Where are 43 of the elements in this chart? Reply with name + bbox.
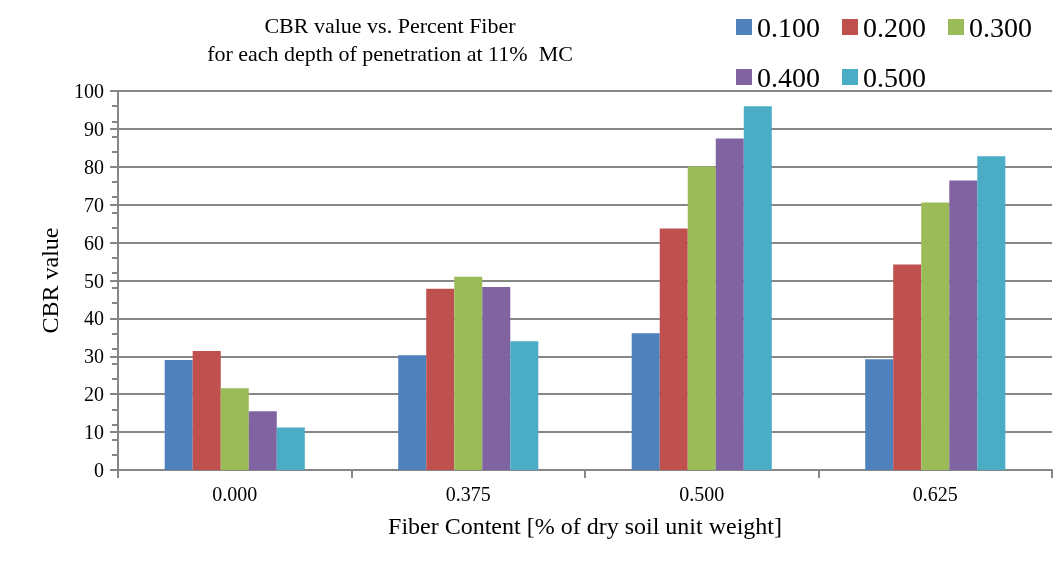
- bar: [977, 156, 1006, 470]
- bar: [715, 138, 744, 470]
- bar: [426, 288, 455, 470]
- y-tick-label: 80: [84, 155, 104, 178]
- y-tick-label: 40: [84, 307, 104, 330]
- bar: [687, 166, 716, 470]
- bar: [276, 427, 305, 470]
- chart-title: CBR value vs. Percent Fiber for each depth of penetration at 11% MC: [207, 12, 573, 66]
- bar: [220, 388, 249, 470]
- y-tick-label: 50: [84, 269, 104, 292]
- legend-label: 0.300: [969, 11, 1032, 43]
- bar: [482, 286, 511, 470]
- bar: [510, 341, 539, 470]
- x-tick-label: 0.000: [212, 483, 258, 505]
- bar: [398, 355, 427, 470]
- x-axis-title: Fiber Content [% of dry soil unit weight]: [388, 513, 782, 539]
- bar: [921, 202, 950, 470]
- y-tick-label: 0: [94, 459, 104, 481]
- y-tick-label: 10: [84, 421, 104, 444]
- legend-label: 0.100: [757, 11, 820, 43]
- y-tick-label: 90: [84, 117, 104, 140]
- x-tick-label: 0.625: [912, 483, 958, 505]
- bar: [164, 360, 193, 470]
- y-tick-label: 20: [84, 383, 104, 406]
- y-tick-label: 60: [84, 231, 104, 254]
- legend-label: 0.200: [863, 11, 926, 43]
- y-tick-label: 70: [84, 193, 104, 216]
- bar: [743, 106, 772, 470]
- bar: [248, 411, 277, 470]
- x-tick-label: 0.500: [679, 483, 725, 505]
- y-axis-title: CBR value: [37, 227, 63, 334]
- bar: [893, 264, 922, 470]
- bar: [454, 276, 483, 470]
- bar: [865, 359, 894, 470]
- legend-label: 0.400: [757, 61, 820, 93]
- y-tick-label: 30: [84, 345, 104, 368]
- x-tick-label: 0.375: [445, 483, 491, 505]
- bar: [192, 350, 221, 470]
- bar: [631, 333, 660, 470]
- bar: [659, 228, 688, 470]
- legend-label: 0.500: [863, 61, 926, 93]
- y-tick-label: 100: [74, 80, 104, 102]
- bar: [949, 180, 978, 470]
